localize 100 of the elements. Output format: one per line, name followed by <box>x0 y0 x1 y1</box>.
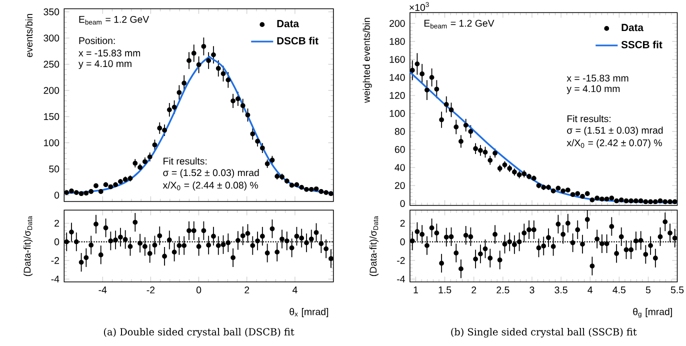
point <box>633 198 638 204</box>
point <box>250 132 256 136</box>
point <box>294 234 300 239</box>
y-axis-title: weighted events/bin <box>362 18 372 104</box>
y-tick-label: 150 <box>44 113 60 120</box>
y-tick-label: 40 <box>394 164 405 172</box>
annotation: E$_{beam}$ = 1.2 GeV <box>424 20 494 29</box>
y-tick-label: 250 <box>44 60 60 68</box>
x-axis-title: θ$_{g}$ [mrad] <box>633 308 672 318</box>
point <box>176 90 182 96</box>
point <box>570 240 576 246</box>
x-tick-label: 3.5 <box>554 286 568 294</box>
annotation: x = -15.83 mm <box>78 50 140 57</box>
point <box>633 238 638 244</box>
point <box>448 234 454 240</box>
y-tick-label: 0 <box>54 238 60 246</box>
point <box>240 103 246 108</box>
point <box>64 239 70 244</box>
point <box>434 230 440 236</box>
point <box>614 251 619 256</box>
point <box>454 124 459 130</box>
point <box>245 231 250 236</box>
point <box>324 246 329 252</box>
point <box>172 104 177 110</box>
point <box>132 220 138 225</box>
point <box>230 255 236 260</box>
point <box>196 244 202 250</box>
annotation: σ = (1.52 ± 0.03) mrad <box>163 169 259 178</box>
point <box>439 260 444 266</box>
point <box>522 230 527 236</box>
point <box>507 239 512 244</box>
x-tick-label: 2 <box>244 286 250 294</box>
point <box>147 251 152 256</box>
y-tick-label: -2 <box>51 257 59 264</box>
annotation: x/X$_{0}$ = (2.42 ± 0.07) % <box>566 139 662 148</box>
x-tick-label: -2 <box>146 286 155 294</box>
x-tick-label: 5.5 <box>670 286 684 294</box>
point <box>314 230 319 236</box>
y-tick-label: 140 <box>390 74 405 81</box>
x-tick-label: 3 <box>530 286 534 294</box>
y-tick-label: 20 <box>394 182 405 190</box>
y-tick-label: 100 <box>44 139 60 146</box>
point <box>260 146 265 151</box>
x-tick-label: 4 <box>292 286 298 294</box>
point <box>473 146 478 152</box>
point <box>220 242 226 248</box>
point <box>284 238 290 244</box>
y-tick-label: -4 <box>397 276 405 283</box>
text: (b) Single sided crystal ball (SSCB) fit <box>451 328 637 338</box>
point <box>255 138 260 144</box>
point <box>444 234 449 240</box>
point <box>463 122 468 128</box>
x-tick-label: 1 <box>414 286 418 294</box>
point <box>166 107 172 112</box>
point <box>186 58 192 64</box>
point <box>488 158 493 163</box>
y-tick-label: 100 <box>390 110 405 118</box>
x-tick-label: 5 <box>646 286 651 294</box>
annotation: Position: <box>79 37 115 44</box>
y-tick-label: 2 <box>54 220 59 227</box>
point <box>434 86 440 92</box>
point <box>166 238 172 243</box>
point <box>142 244 148 250</box>
point <box>201 44 206 49</box>
annotation: Fit results: <box>164 158 207 165</box>
x-tick-label: 2 <box>472 286 476 294</box>
point <box>250 243 256 248</box>
point <box>108 238 114 244</box>
point <box>414 62 420 66</box>
point <box>502 242 508 247</box>
point <box>536 246 542 250</box>
point <box>410 68 415 73</box>
annotation: σ = (1.51 ± 0.03) mrad <box>567 126 663 136</box>
point <box>584 217 590 222</box>
point <box>492 232 498 237</box>
point <box>575 227 580 232</box>
point <box>482 150 488 155</box>
text: ×10$^{3}$ <box>410 2 429 12</box>
point <box>274 250 280 255</box>
point <box>478 148 483 153</box>
point <box>439 117 444 122</box>
point <box>420 232 425 237</box>
point <box>565 220 570 226</box>
point <box>128 244 133 250</box>
point <box>526 227 532 232</box>
point <box>662 219 668 224</box>
point <box>157 126 162 131</box>
point <box>668 230 672 236</box>
y-tick-label: -2 <box>397 257 405 264</box>
point <box>152 242 158 248</box>
point <box>546 235 551 240</box>
y-tick-label: 200 <box>44 87 60 94</box>
point <box>414 229 420 234</box>
point <box>240 233 246 238</box>
point <box>186 228 192 234</box>
legend-label: SSCB fit <box>621 40 662 48</box>
point <box>492 150 498 156</box>
point <box>299 236 304 241</box>
y-tick-label: 200 <box>390 20 405 27</box>
point <box>550 244 556 250</box>
